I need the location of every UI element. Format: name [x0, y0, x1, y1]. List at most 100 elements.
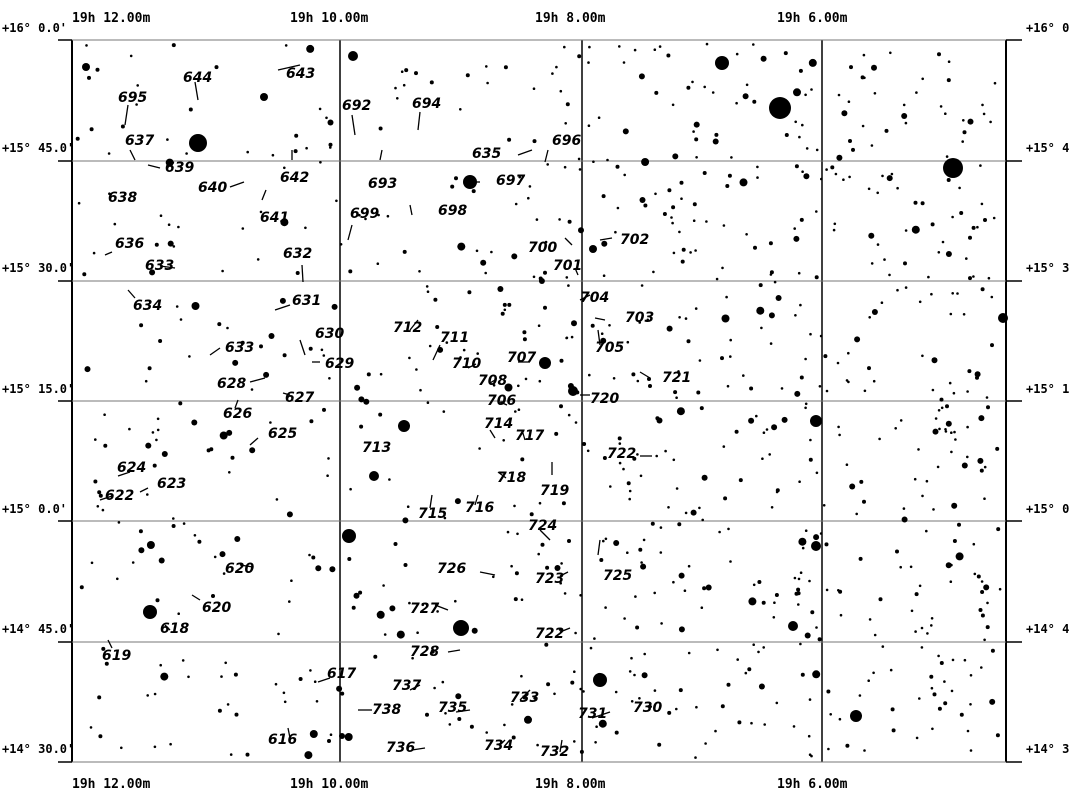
leader-line: [432, 344, 441, 361]
star: [393, 542, 398, 546]
star: [369, 471, 379, 481]
star: [977, 457, 984, 464]
star: [829, 713, 832, 716]
star-number-labels: 644 643 695 692 694 696 637 639 638 640 …: [102, 66, 691, 760]
star: [514, 202, 518, 206]
star-number: 707: [507, 350, 536, 366]
star: [655, 454, 658, 458]
star: [277, 632, 280, 636]
star: [765, 428, 769, 431]
leader-line: [455, 709, 471, 713]
star: [773, 601, 776, 604]
star: [929, 674, 934, 679]
star: [730, 156, 733, 159]
star: [695, 705, 698, 709]
star-number: 619: [102, 648, 131, 664]
star: [798, 135, 801, 139]
star: [726, 384, 730, 388]
star: [280, 218, 289, 227]
star: [319, 161, 322, 164]
star: [582, 442, 587, 446]
star: [459, 356, 462, 359]
star: [684, 317, 688, 320]
star: [889, 668, 893, 672]
star: [304, 751, 313, 760]
star: [826, 689, 831, 694]
star: [702, 586, 707, 591]
star: [455, 693, 462, 700]
star: [378, 412, 383, 417]
star: [579, 749, 584, 754]
star: [690, 509, 697, 516]
star-number: 642: [280, 170, 309, 186]
star: [459, 108, 462, 111]
star: [768, 453, 771, 456]
star: [780, 387, 784, 390]
star: [915, 736, 919, 740]
star: [722, 224, 726, 227]
leader-line: [564, 237, 573, 246]
star: [678, 688, 683, 693]
star: [756, 176, 759, 179]
star-number: 628: [217, 376, 246, 392]
star: [597, 116, 601, 119]
star-field: [75, 42, 1008, 760]
star: [640, 563, 647, 570]
star: [980, 613, 985, 618]
star: [443, 516, 447, 520]
star: [107, 152, 111, 155]
star: [878, 597, 883, 602]
star: [871, 309, 878, 315]
star: [532, 87, 536, 90]
star: [937, 251, 941, 254]
star: [838, 589, 843, 594]
star: [649, 705, 652, 708]
star-number: 701: [553, 258, 582, 274]
star: [939, 397, 944, 402]
star: [558, 218, 561, 221]
star: [97, 490, 102, 495]
star: [108, 192, 111, 195]
star: [234, 536, 241, 542]
star-number: 706: [487, 393, 516, 409]
star: [998, 313, 1008, 323]
star: [813, 534, 820, 541]
star: [804, 93, 807, 97]
star: [796, 587, 801, 592]
star: [631, 372, 636, 377]
star: [396, 97, 399, 100]
star: [810, 754, 813, 758]
star: [797, 577, 801, 581]
star: [727, 173, 732, 178]
star: [388, 478, 391, 481]
star: [538, 276, 543, 281]
star: [659, 551, 663, 554]
star: [435, 325, 440, 329]
star: [768, 241, 773, 246]
star: [687, 564, 691, 568]
star: [152, 463, 157, 468]
star: [909, 565, 913, 569]
star: [403, 563, 408, 567]
star: [507, 137, 512, 142]
star-number: 737: [392, 678, 421, 694]
star: [454, 176, 458, 181]
star: [679, 180, 684, 185]
star: [676, 407, 685, 416]
star: [532, 139, 537, 144]
star: [832, 228, 836, 232]
star: [546, 163, 549, 166]
star: [628, 670, 632, 673]
star: [675, 707, 678, 711]
star: [502, 302, 507, 307]
star: [536, 743, 539, 747]
star: [570, 335, 574, 339]
star: [587, 61, 590, 64]
star: [836, 154, 843, 161]
star: [762, 646, 765, 649]
star: [305, 146, 308, 150]
star-number: 717: [515, 428, 544, 444]
star: [636, 379, 640, 383]
star: [373, 654, 378, 659]
